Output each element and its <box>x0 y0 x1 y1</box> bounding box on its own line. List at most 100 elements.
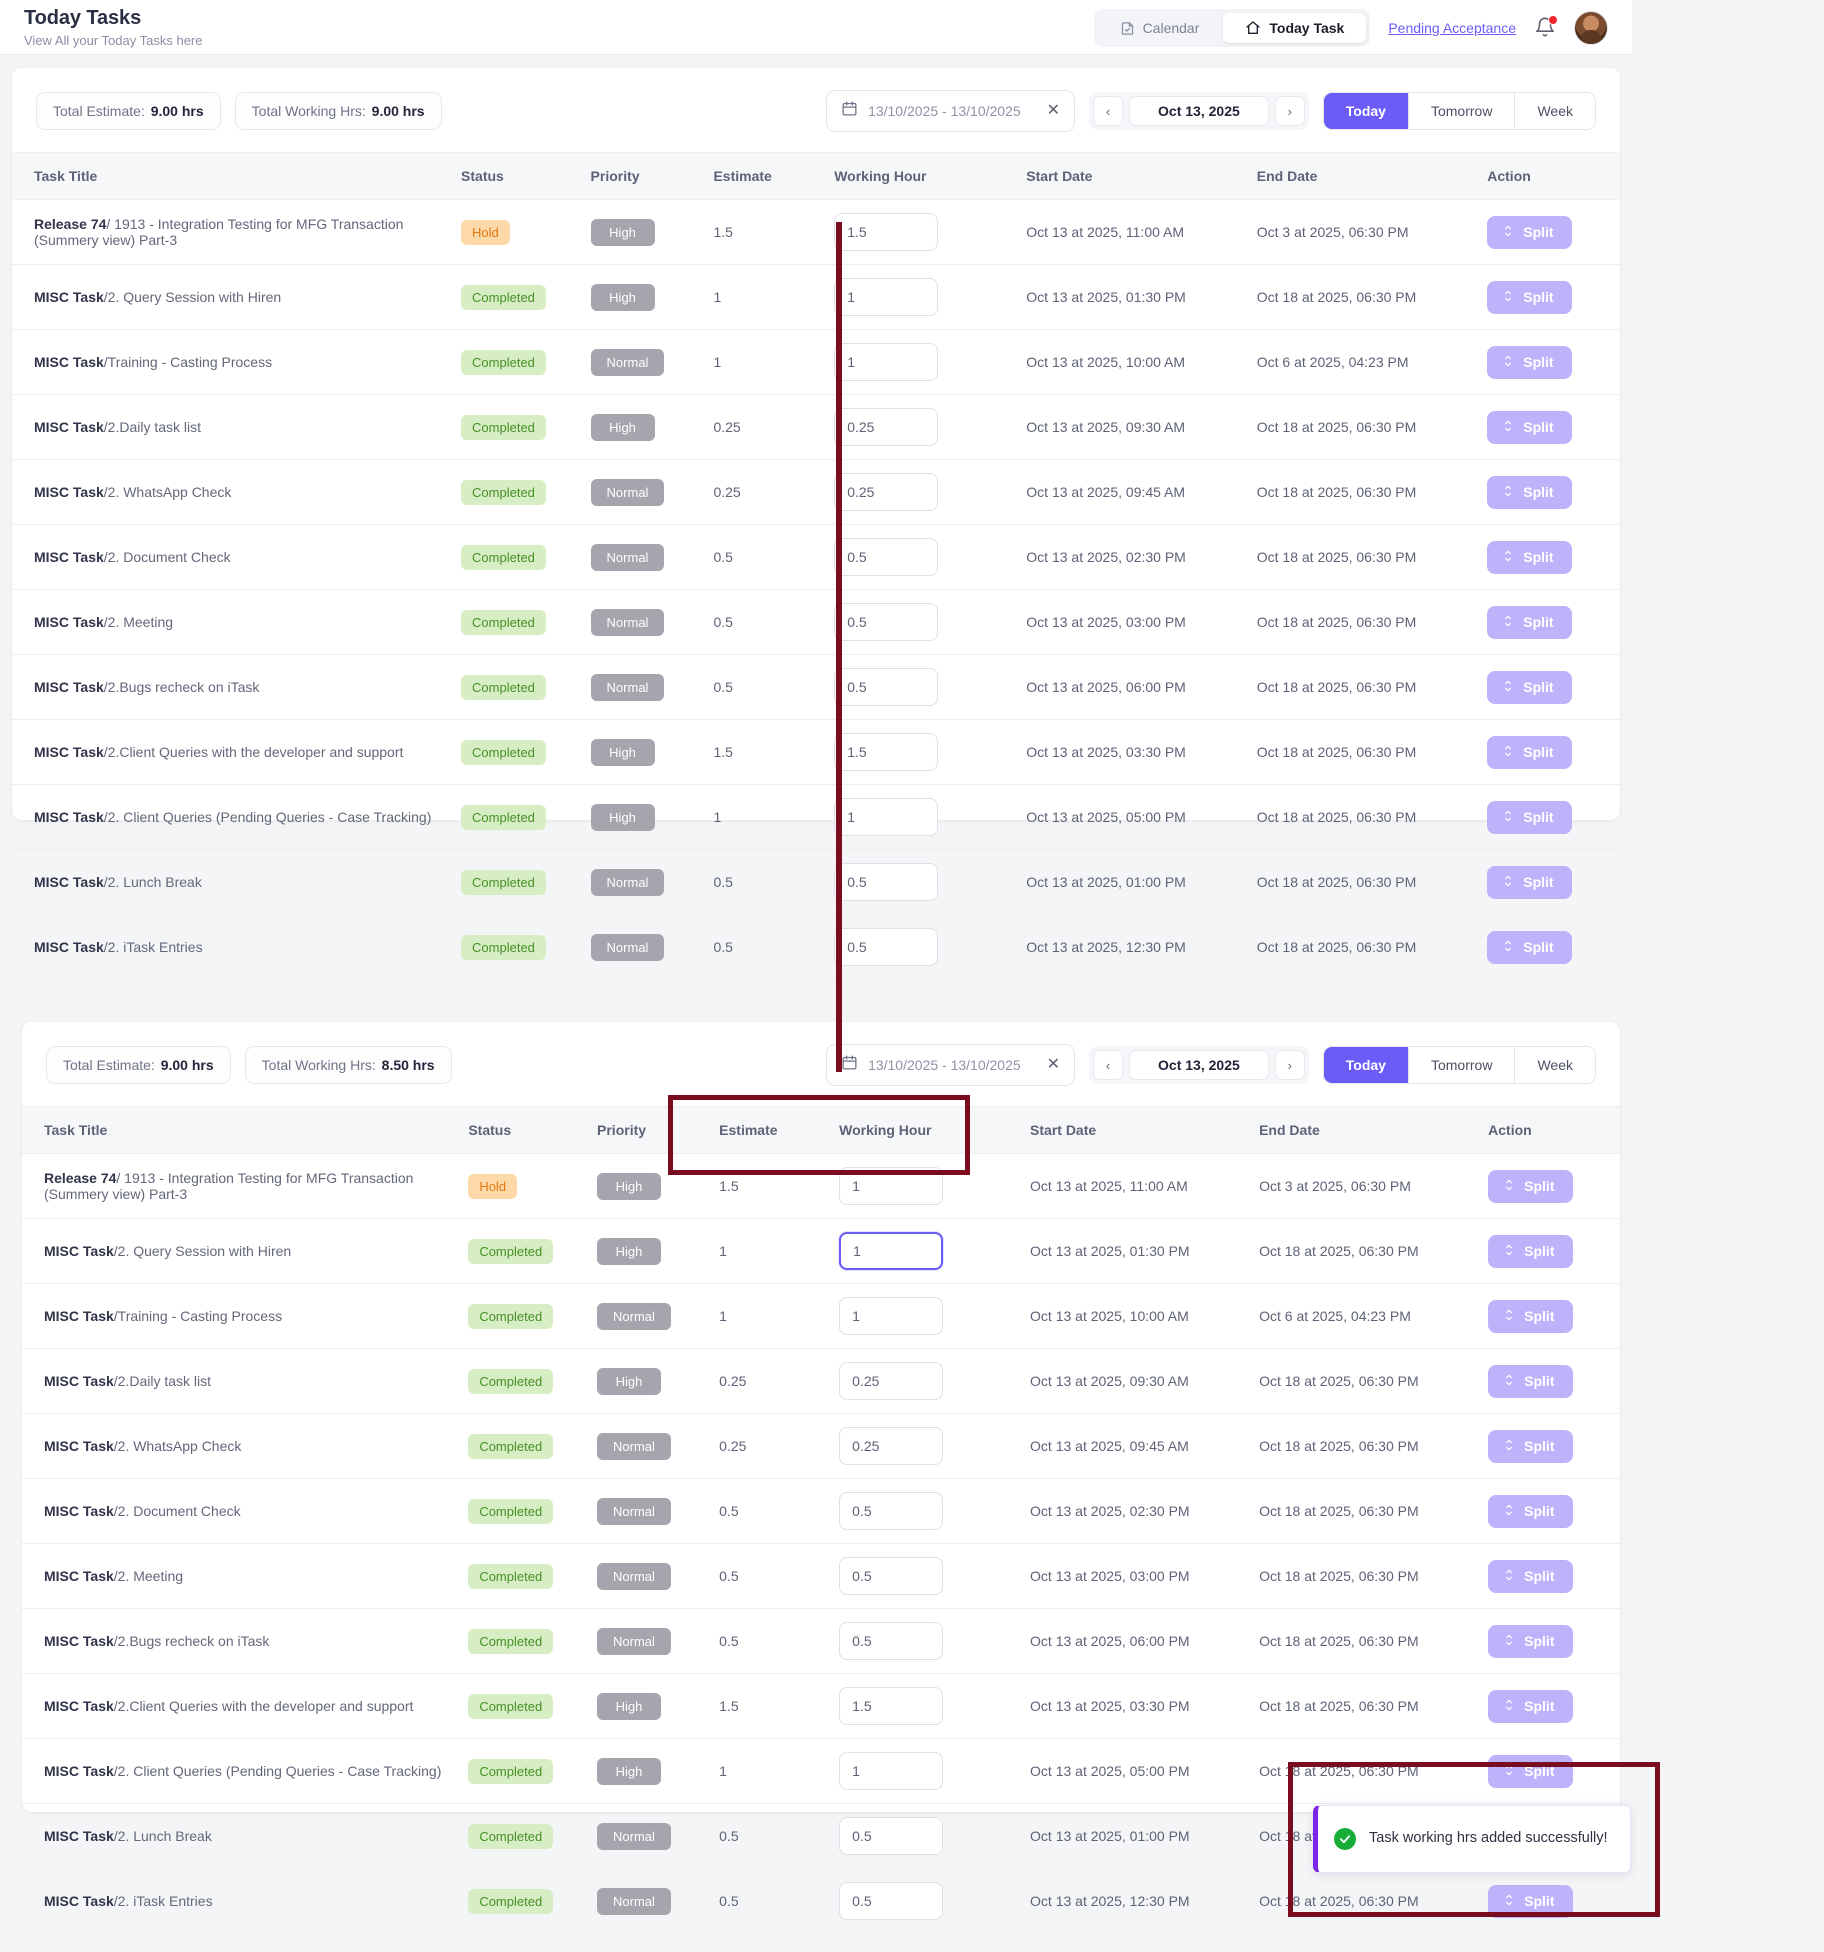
pending-acceptance-link[interactable]: Pending Acceptance <box>1388 20 1516 36</box>
prev-day-button-top[interactable]: ‹ <box>1093 96 1124 126</box>
split-button-label: Split <box>1523 744 1554 760</box>
split-button[interactable]: Split <box>1487 475 1572 509</box>
working-hour-input[interactable] <box>839 1882 944 1920</box>
working-hour-input[interactable] <box>839 1622 944 1660</box>
split-button[interactable]: Split <box>1487 540 1572 574</box>
cell-action: Split <box>1478 1153 1620 1219</box>
task-title-bold: MISC Task <box>44 1243 114 1259</box>
working-hour-input[interactable] <box>834 733 939 771</box>
avatar[interactable] <box>1574 11 1608 45</box>
split-button[interactable]: Split <box>1488 1299 1573 1333</box>
date-range-picker-top[interactable]: 13/10/2025 - 13/10/2025 ✕ <box>826 90 1076 132</box>
range-tab-tomorrow-bottom[interactable]: Tomorrow <box>1408 1047 1516 1083</box>
split-button[interactable]: Split <box>1487 735 1572 769</box>
next-day-button-bottom[interactable]: › <box>1274 1050 1305 1080</box>
tasks-table-bottom: Task Title Status Priority Estimate Work… <box>22 1106 1620 1934</box>
priority-badge: Normal <box>597 1822 671 1850</box>
cell-estimate: 0.5 <box>709 1478 830 1544</box>
range-tab-tomorrow-top[interactable]: Tomorrow <box>1408 93 1516 129</box>
split-button[interactable]: Split <box>1488 1494 1573 1528</box>
cell-end-date: Oct 18 at 2025, 06:30 PM <box>1246 459 1478 525</box>
cell-action: Split <box>1478 1543 1620 1609</box>
working-hour-input[interactable] <box>839 1297 944 1335</box>
split-button[interactable]: Split <box>1487 215 1572 249</box>
split-button[interactable]: Split <box>1487 670 1572 704</box>
notifications-button[interactable] <box>1534 15 1558 40</box>
split-button[interactable]: Split <box>1488 1429 1573 1463</box>
col-status: Status <box>458 1106 588 1154</box>
working-hour-input[interactable] <box>839 1362 944 1400</box>
working-hour-input[interactable] <box>839 1752 944 1790</box>
split-button[interactable]: Split <box>1487 865 1572 899</box>
col-start-date: Start Date <box>1016 152 1247 200</box>
working-hour-input[interactable] <box>834 798 939 836</box>
cell-start-date: Oct 13 at 2025, 06:00 PM <box>1020 1608 1250 1674</box>
close-icon[interactable]: ✕ <box>1046 102 1061 119</box>
working-hour-input[interactable] <box>839 1557 944 1595</box>
split-arrows-icon <box>1501 614 1515 631</box>
range-tab-today-bottom[interactable]: Today <box>1323 1047 1409 1083</box>
working-hour-input[interactable] <box>834 603 939 641</box>
task-title-bold: MISC Task <box>34 809 104 825</box>
split-button[interactable]: Split <box>1487 800 1572 834</box>
range-tab-today-top[interactable]: Today <box>1323 93 1409 129</box>
next-day-button-top[interactable]: › <box>1274 96 1305 126</box>
cell-status: Completed <box>451 719 581 785</box>
range-tab-week-bottom[interactable]: Week <box>1515 1047 1595 1083</box>
working-hour-input[interactable] <box>834 278 939 316</box>
split-button[interactable]: Split <box>1487 605 1572 639</box>
task-title-bold: MISC Task <box>34 679 104 695</box>
tasks-table-body-bottom: Release 74/ 1913 - Integration Testing f… <box>22 1153 1620 1934</box>
working-hour-input[interactable] <box>834 408 939 446</box>
cell-start-date: Oct 13 at 2025, 01:30 PM <box>1020 1218 1250 1284</box>
working-hour-input[interactable] <box>839 1167 944 1205</box>
split-button[interactable]: Split <box>1487 345 1572 379</box>
cell-working-hour <box>829 1608 1021 1674</box>
split-button[interactable]: Split <box>1488 1169 1573 1203</box>
split-button[interactable]: Split <box>1488 1624 1573 1658</box>
date-range-picker-bottom[interactable]: 13/10/2025 - 13/10/2025 ✕ <box>826 1044 1076 1086</box>
range-tab-week-top[interactable]: Week <box>1515 93 1595 129</box>
working-hour-input[interactable] <box>839 1232 944 1270</box>
priority-badge: High <box>597 1757 662 1785</box>
split-button[interactable]: Split <box>1488 1884 1573 1918</box>
working-hour-input[interactable] <box>839 1687 944 1725</box>
toast-message: Task working hrs added successfully! <box>1369 1830 1608 1847</box>
cell-end-date: Oct 18 at 2025, 06:30 PM <box>1246 719 1478 785</box>
split-button[interactable]: Split <box>1488 1559 1573 1593</box>
split-button[interactable]: Split <box>1488 1234 1573 1268</box>
split-button-label: Split <box>1524 1568 1555 1584</box>
split-button[interactable]: Split <box>1488 1689 1573 1723</box>
working-hour-input[interactable] <box>834 213 939 251</box>
split-button[interactable]: Split <box>1488 1754 1573 1788</box>
priority-badge: High <box>597 1692 662 1720</box>
split-button[interactable]: Split <box>1487 410 1572 444</box>
working-hour-input[interactable] <box>839 1492 944 1530</box>
split-button[interactable]: Split <box>1487 930 1572 964</box>
status-badge: Completed <box>461 349 546 375</box>
cell-task-title: MISC Task/Training - Casting Process <box>22 1283 459 1349</box>
total-estimate-value: 9.00 hrs <box>160 1057 214 1073</box>
cell-status: Completed <box>458 1283 588 1349</box>
tab-today-task[interactable]: Today Task <box>1223 13 1367 43</box>
split-button-label: Split <box>1523 484 1554 500</box>
working-hour-input[interactable] <box>834 538 939 576</box>
working-hour-input[interactable] <box>834 473 939 511</box>
working-hour-input[interactable] <box>834 343 939 381</box>
prev-day-button-bottom[interactable]: ‹ <box>1093 1050 1124 1080</box>
close-icon[interactable]: ✕ <box>1046 1056 1061 1073</box>
col-working-hour: Working Hour <box>824 152 1017 200</box>
working-hour-input[interactable] <box>834 668 939 706</box>
split-arrows-icon <box>1502 1698 1516 1715</box>
totals-group-top: Total Estimate: 9.00 hrs Total Working H… <box>36 92 442 130</box>
working-hour-input[interactable] <box>839 1817 944 1855</box>
split-button[interactable]: Split <box>1488 1364 1573 1398</box>
tab-calendar[interactable]: Calendar <box>1098 13 1222 43</box>
working-hour-input[interactable] <box>834 928 939 966</box>
split-button[interactable]: Split <box>1487 280 1572 314</box>
working-hour-input[interactable] <box>834 863 939 901</box>
total-estimate-value: 9.00 hrs <box>150 103 204 119</box>
tasks-table-top: Task Title Status Priority Estimate Work… <box>12 152 1620 980</box>
working-hour-input[interactable] <box>839 1427 944 1465</box>
cell-status: Completed <box>458 1543 588 1609</box>
